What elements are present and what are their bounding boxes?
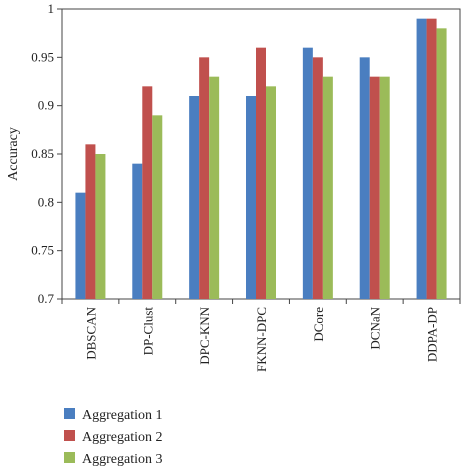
bar-dbscan-series-1 xyxy=(75,192,86,299)
bar-dcnan-series-2 xyxy=(369,76,380,300)
bar-dpc-knn-series-3 xyxy=(209,76,220,300)
legend-swatch-3 xyxy=(64,452,75,463)
x-tick-label: DDPA-DP xyxy=(425,307,440,362)
bar-dpc-knn-series-2 xyxy=(199,57,210,300)
legend: Aggregation 1 Aggregation 2 Aggregation 3 xyxy=(64,408,162,467)
y-tick-label: 0.9 xyxy=(38,98,54,113)
bar-dcore-series-2 xyxy=(312,57,323,300)
bar-dcore-series-3 xyxy=(322,76,333,300)
y-tick-label: 0.8 xyxy=(38,194,54,209)
y-tick-label: 0.7 xyxy=(38,291,55,306)
bar-ddpa-dp-series-2 xyxy=(426,18,437,300)
x-axis-ticks: DBSCAN DP-Clust DPC-KNN FKNN-DPC DCore DCNaN D… xyxy=(61,299,461,372)
bar-dp-clust-series-2 xyxy=(142,86,153,299)
legend-swatch-2 xyxy=(64,430,75,441)
bar-dp-clust-series-1 xyxy=(132,163,143,299)
bar-ddpa-dp-series-1 xyxy=(416,18,427,300)
y-tick-label: 1 xyxy=(48,1,55,16)
legend-label-1: Aggregation 1 xyxy=(82,408,162,423)
bar-dcnan-series-3 xyxy=(379,76,390,300)
x-tick-label: DPC-KNN xyxy=(197,306,212,364)
y-axis-label: Accuracy xyxy=(6,127,21,181)
bar-dcore-series-1 xyxy=(302,47,313,299)
legend-label-3: Aggregation 3 xyxy=(82,452,162,467)
x-tick-label: DP-Clust xyxy=(140,307,155,356)
y-tick-label: 0.85 xyxy=(31,146,54,161)
bar-dcnan-series-1 xyxy=(359,57,370,300)
bar-ddpa-dp-series-3 xyxy=(436,28,447,299)
y-tick-label: 0.75 xyxy=(31,243,54,258)
legend-label-2: Aggregation 2 xyxy=(82,430,162,445)
x-tick-label: DCore xyxy=(311,307,326,342)
bar-dbscan-series-2 xyxy=(85,144,96,299)
bar-fknn-dpc-series-2 xyxy=(256,47,266,299)
x-tick-label: DCNaN xyxy=(368,306,383,349)
y-axis-ticks: 0.7 0.75 0.8 0.85 0.9 0.95 1 xyxy=(31,1,62,306)
bar-dpc-knn-series-1 xyxy=(189,96,200,299)
bars-layer xyxy=(75,18,447,300)
x-tick-label: FKNN-DPC xyxy=(254,307,269,372)
bar-fknn-dpc-series-1 xyxy=(246,96,256,299)
y-tick-label: 0.95 xyxy=(31,49,54,64)
bar-dp-clust-series-3 xyxy=(152,115,163,299)
bar-fknn-dpc-series-3 xyxy=(266,86,276,299)
bar-dbscan-series-3 xyxy=(95,154,106,299)
x-tick-label: DBSCAN xyxy=(83,306,98,359)
legend-swatch-1 xyxy=(64,408,75,419)
